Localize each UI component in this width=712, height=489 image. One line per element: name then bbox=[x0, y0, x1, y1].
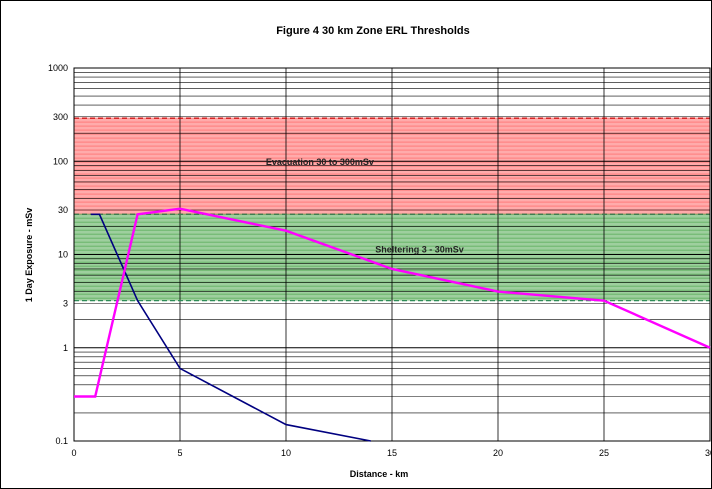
y-tick-label: 1 bbox=[63, 343, 68, 353]
zone-labels: Evacuation 30 to 300mSv Sheltering 3 - 30… bbox=[266, 157, 464, 254]
x-tick-label: 10 bbox=[281, 448, 291, 458]
grid-lines bbox=[73, 67, 711, 442]
series-line-0 bbox=[90, 213, 371, 442]
x-tick-label: 15 bbox=[387, 448, 397, 458]
x-axis-label: Distance - km bbox=[350, 469, 409, 479]
chart-title: Figure 4 30 km Zone ERL Thresholds bbox=[276, 25, 470, 37]
y-tick-label: 1000 bbox=[48, 63, 68, 73]
series-lines bbox=[73, 207, 711, 442]
y-tick-label: 0.1 bbox=[55, 436, 68, 446]
x-tick-labels: 0 5 10 15 20 25 30 bbox=[71, 448, 711, 458]
y-tick-label: 10 bbox=[58, 250, 68, 260]
y-tick-label: 30 bbox=[58, 205, 68, 215]
zone-label-0: Evacuation 30 to 300mSv bbox=[266, 157, 374, 167]
y-tick-label: 3 bbox=[63, 298, 68, 308]
x-tick-label: 5 bbox=[177, 448, 182, 458]
x-tick-label: 20 bbox=[493, 448, 503, 458]
y-tick-label: 300 bbox=[53, 112, 68, 122]
y-tick-label: 100 bbox=[53, 156, 68, 166]
plot-border bbox=[73, 67, 711, 442]
y-tick-labels: 0.1 1 3 10 30 100 300 1000 bbox=[48, 63, 68, 446]
zone-label-1: Sheltering 3 - 30mSv bbox=[375, 244, 464, 254]
x-tick-label: 0 bbox=[71, 448, 76, 458]
y-axis-label: 1 Day Exposure - mSv bbox=[24, 208, 34, 303]
x-tick-label: 30 bbox=[705, 448, 711, 458]
x-tick-label: 25 bbox=[599, 448, 609, 458]
